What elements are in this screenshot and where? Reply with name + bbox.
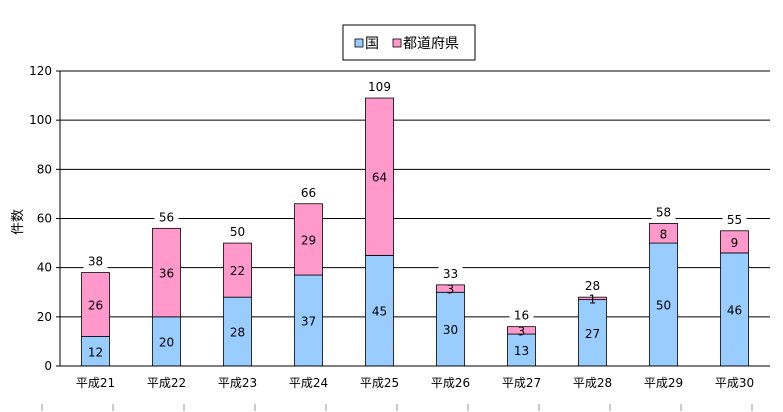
bar-total-label: 33 <box>443 267 458 281</box>
legend-label-prefecture: 都道府県 <box>403 36 459 52</box>
bar-value-label: 3 <box>518 324 526 338</box>
bar-segment <box>81 272 110 337</box>
bar-segment <box>720 252 749 367</box>
bar-segment <box>294 203 323 276</box>
bar-value-label: 37 <box>301 315 316 329</box>
bar-value-label: 50 <box>656 299 671 313</box>
bars <box>81 97 749 367</box>
bar-total-label: 28 <box>585 279 600 293</box>
y-tick-label: 60 <box>37 212 52 226</box>
bar-value-label: 9 <box>731 236 739 250</box>
bar-value-label: 64 <box>372 171 387 185</box>
bar-value-label: 30 <box>443 323 458 337</box>
bar-value-label: 8 <box>660 227 668 241</box>
bar-value-label: 12 <box>88 345 103 359</box>
bar-segment <box>507 326 536 335</box>
x-tick-label: 平成26 <box>431 376 470 390</box>
bar-segment <box>578 299 607 367</box>
bar-value-label: 29 <box>301 233 316 247</box>
bar-segment <box>649 223 678 244</box>
legend-label-national: 国 <box>365 36 379 52</box>
bar-total-label: 38 <box>88 255 103 269</box>
legend-swatch-prefecture <box>392 38 402 48</box>
bar-segment <box>294 274 323 367</box>
y-tick-label: 20 <box>37 310 52 324</box>
bar-segment <box>365 97 394 256</box>
bar-segment <box>152 316 181 367</box>
bar-total-label: 58 <box>656 205 671 219</box>
bar-segment <box>223 296 252 367</box>
bar-value-label: 46 <box>727 303 742 317</box>
x-tick-label: 平成29 <box>644 376 683 390</box>
x-tick-label: 平成27 <box>502 376 541 390</box>
y-tick-label: 80 <box>37 162 52 176</box>
total-label-bg <box>509 307 534 323</box>
y-tick-label: 100 <box>29 113 52 127</box>
y-tick-label: 40 <box>37 261 52 275</box>
bar-total-label: 109 <box>368 80 391 94</box>
bar-value-label: 22 <box>230 264 245 278</box>
total-label-bg <box>580 278 605 294</box>
y-axis-title: 件数 <box>11 209 26 235</box>
bar-value-label: 28 <box>230 326 245 340</box>
bar-segment <box>152 227 181 318</box>
bar-total-label: 16 <box>514 309 529 323</box>
x-tick-label: 平成25 <box>360 376 399 390</box>
x-tick-label: 平成30 <box>715 376 754 390</box>
y-tick-label: 120 <box>29 64 52 78</box>
bar-segment <box>223 242 252 298</box>
bar-value-label: 26 <box>88 299 103 313</box>
bar-value-label: 3 <box>447 283 455 297</box>
x-tick-label: 平成28 <box>573 376 612 390</box>
bar-segment <box>436 284 465 293</box>
y-tick-label: 0 <box>44 359 52 373</box>
x-tick-label: 平成23 <box>218 376 257 390</box>
x-tick-label: 平成24 <box>289 376 328 390</box>
total-label-bg <box>722 211 747 227</box>
bar-value-label: 1 <box>589 292 597 306</box>
bar-segment <box>720 230 749 254</box>
x-tick-label: 平成22 <box>147 376 186 390</box>
x-tick-label: 平成21 <box>76 376 115 390</box>
bar-segment <box>578 296 607 301</box>
bar-segment <box>436 291 465 367</box>
bar-total-label: 50 <box>230 225 245 239</box>
total-label-bg <box>225 224 250 240</box>
bar-total-label: 66 <box>301 186 316 200</box>
total-label-bg <box>296 184 321 200</box>
legend: 国 都道府県 <box>342 24 476 61</box>
bar-value-label: 27 <box>585 327 600 341</box>
bar-total-label: 56 <box>159 210 174 224</box>
total-label-bg <box>438 265 463 281</box>
legend-swatch-national <box>354 38 364 48</box>
bar-total-label: 55 <box>727 213 742 227</box>
bar-value-label: 13 <box>514 344 529 358</box>
bar-value-label: 45 <box>372 305 387 319</box>
total-label-bg <box>154 209 179 225</box>
bar-value-label: 36 <box>159 267 174 281</box>
total-label-bg <box>363 79 396 95</box>
data-labels: 1226382036562822503729664564109303331331… <box>83 79 747 359</box>
bar-value-label: 20 <box>159 335 174 349</box>
total-label-bg <box>83 253 108 269</box>
legend-box <box>342 24 476 61</box>
total-label-bg <box>651 204 676 220</box>
